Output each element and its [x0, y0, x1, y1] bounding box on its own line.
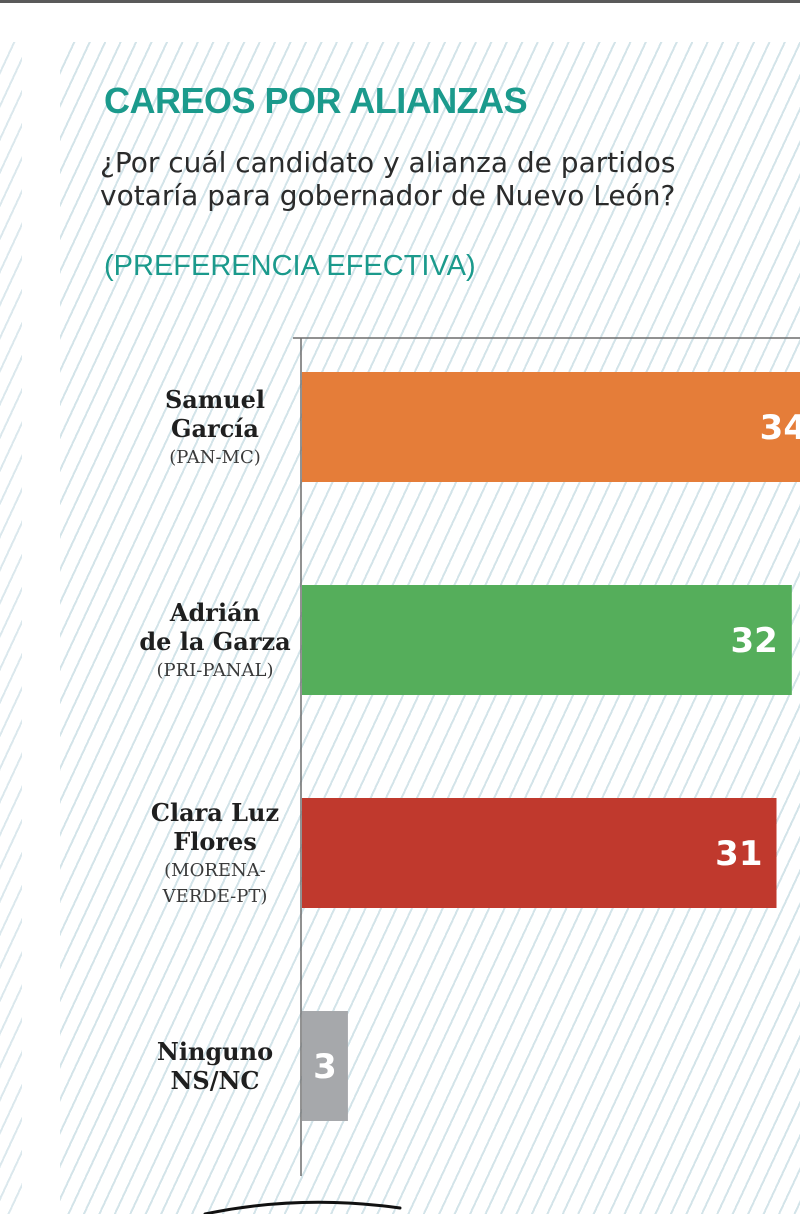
value-label-1: 32	[730, 621, 777, 661]
party-label-2: (MORENA-	[164, 860, 266, 881]
category-label-0: García	[171, 414, 259, 443]
category-label-2: Clara Luz	[151, 798, 279, 827]
category-label-2: Flores	[173, 827, 257, 856]
value-label-3: 3	[313, 1047, 337, 1087]
party-label-2: VERDE-PT)	[162, 886, 268, 907]
bar-3	[302, 1011, 348, 1121]
bar-1	[302, 585, 792, 695]
category-label-3: NS/NC	[170, 1066, 259, 1095]
bar-2	[302, 798, 777, 908]
preference-note: (PREFERENCIA EFECTIVA)	[104, 250, 476, 282]
pen-scribble	[203, 1200, 402, 1214]
bar-0	[302, 372, 800, 482]
left-page-strip	[0, 42, 22, 1214]
party-label-1: (PRI-PANAL)	[156, 660, 273, 681]
category-label-0: Samuel	[165, 385, 265, 414]
party-label-0: (PAN-MC)	[169, 447, 261, 468]
top-border	[0, 0, 800, 3]
category-label-1: Adrián	[169, 598, 260, 627]
category-label-1: de la Garza	[139, 627, 290, 656]
category-label-3: Ninguno	[157, 1037, 273, 1066]
value-label-0: 34	[760, 408, 800, 448]
survey-question: ¿Por cuál candidato y alianza de partido…	[100, 146, 676, 212]
value-label-2: 31	[715, 834, 762, 874]
chart-title: CAREOS POR ALIANZAS	[104, 80, 528, 121]
